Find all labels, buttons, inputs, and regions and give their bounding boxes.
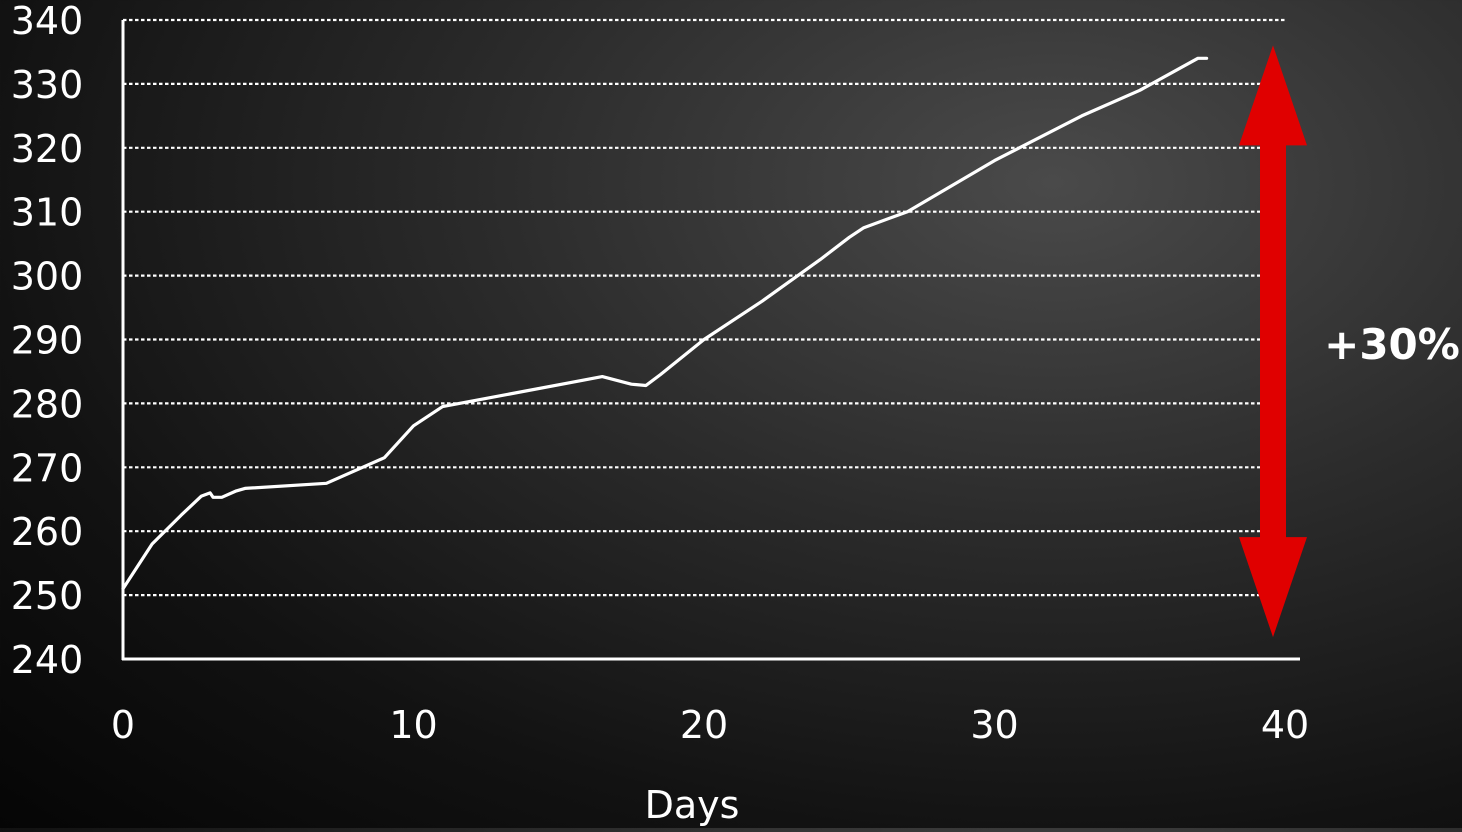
x-tick-label: 0 (111, 703, 135, 747)
y-tick-label: 310 (11, 191, 84, 235)
x-tick-label: 10 (389, 703, 437, 747)
y-tick-label: 340 (11, 0, 84, 43)
grid-lines (123, 18, 1285, 597)
y-tick-label: 320 (11, 127, 84, 171)
series-line (121, 56, 1209, 591)
y-tick-label: 290 (11, 319, 84, 363)
y-tick-label: 300 (11, 255, 84, 299)
percent-change-arrow (1239, 45, 1307, 638)
x-axis-label: Days (645, 783, 740, 827)
y-tick-label: 260 (11, 510, 84, 554)
x-tick-label: 20 (680, 703, 728, 747)
arrow-head-down (1239, 537, 1307, 638)
y-tick-label: 280 (11, 382, 84, 426)
y-tick-label: 250 (11, 574, 84, 618)
percent-change-label: +30% (1324, 320, 1460, 369)
axes (121, 20, 1300, 661)
y-tick-label: 270 (11, 446, 84, 490)
x-tick-label: 40 (1261, 703, 1309, 747)
series (121, 56, 1209, 591)
arrow-head-up (1239, 45, 1307, 146)
y-tick-labels: 240 250 260 270 280 290 300 310 320 330 340 (11, 0, 84, 682)
x-tick-label: 30 (970, 703, 1018, 747)
y-tick-label: 240 (11, 638, 84, 682)
x-tick-labels: 0 10 20 30 40 (111, 703, 1309, 747)
y-tick-label: 330 (11, 63, 84, 107)
arrow-shaft (1260, 143, 1286, 540)
